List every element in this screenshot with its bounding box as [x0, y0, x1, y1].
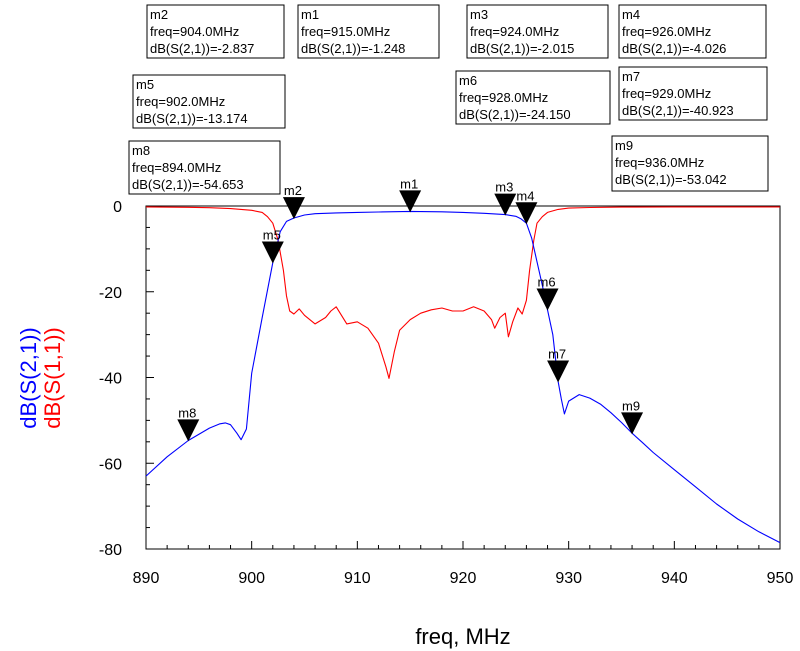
marker-label: m9: [622, 398, 640, 413]
marker-label: m5: [263, 227, 281, 242]
x-tick-label: 890: [133, 570, 160, 587]
readout-id: m5: [136, 77, 154, 92]
marker-triangle[interactable]: [536, 288, 559, 311]
x-tick-label: 910: [344, 570, 371, 587]
readout-value-text: dB(S(2,1))=-53.042: [615, 172, 727, 187]
marker-readout-m9: m9 freq=936.0MHz dB(S(2,1))=-53.042: [611, 135, 769, 192]
y-axis-title-s11: dB(S(1,1)): [40, 327, 65, 428]
readout-border: [618, 66, 768, 121]
readout-id: m7: [622, 69, 640, 84]
readout-border: [618, 4, 767, 59]
marker-label: m1: [400, 176, 418, 191]
y-axis-title-s21: dB(S(2,1)): [16, 327, 41, 428]
y-tick-label: -80: [99, 542, 122, 559]
readout-value-text: dB(S(2,1))=-4.026: [622, 41, 726, 56]
readout-value-text: dB(S(2,1))=-13.174: [136, 111, 248, 126]
series-lines: [145, 206, 781, 544]
readout-border: [128, 140, 281, 195]
marker-readout-m4: m4 freq=926.0MHz dB(S(2,1))=-4.026: [618, 4, 767, 59]
marker-readout-m5: m5 freq=902.0MHz dB(S(2,1))=-13.174: [132, 74, 286, 129]
x-tick-label: 940: [661, 570, 688, 587]
x-tick-label: 930: [555, 570, 582, 587]
readout-freq-text: freq=915.0MHz: [301, 24, 390, 39]
marker-triangle[interactable]: [261, 241, 284, 264]
readout-border: [146, 4, 285, 59]
readout-freq-text: freq=902.0MHz: [136, 94, 225, 109]
marker-label: m6: [538, 275, 556, 290]
readout-value-text: dB(S(2,1))=-2.015: [470, 41, 574, 56]
marker-readout-boxes: m1 freq=915.0MHz dB(S(2,1))=-1.248 m2 freq=9…: [128, 4, 769, 195]
plot-frame: [145, 205, 781, 550]
readout-value-text: dB(S(2,1))=-2.837: [150, 41, 254, 56]
readout-freq-text: freq=929.0MHz: [622, 86, 711, 101]
marker-label: m7: [548, 346, 566, 361]
readout-border: [455, 70, 611, 125]
marker-readout-m7: m7 freq=929.0MHz dB(S(2,1))=-40.923: [618, 66, 768, 121]
marker-triangle[interactable]: [621, 412, 644, 435]
readout-border: [611, 135, 769, 192]
marker-triangle[interactable]: [282, 197, 305, 220]
y-tick-label: -40: [99, 371, 122, 388]
x-axis-title: freq, MHz: [415, 624, 510, 649]
y-tick-label: -60: [99, 456, 122, 473]
marker-label: m2: [284, 183, 302, 198]
marker-readout-m8: m8 freq=894.0MHz dB(S(2,1))=-54.653: [128, 140, 281, 195]
marker-triangle[interactable]: [547, 360, 570, 383]
marker-readout-m3: m3 freq=924.0MHz dB(S(2,1))=-2.015: [466, 4, 609, 59]
marker-triangle[interactable]: [515, 202, 538, 225]
readout-id: m8: [132, 143, 150, 158]
x-tick-label: 900: [238, 570, 265, 587]
y-tick-label: 0: [113, 199, 122, 216]
readout-freq-text: freq=894.0MHz: [132, 160, 221, 175]
marker-triangle[interactable]: [399, 190, 422, 213]
readout-freq-text: freq=928.0MHz: [459, 90, 548, 105]
readout-value-text: dB(S(2,1))=-1.248: [301, 41, 405, 56]
axis-ticks: 890 900 910 920 930 940 950 0 -20 -40 -60 -80: [99, 199, 794, 587]
readout-value-text: dB(S(2,1))=-40.923: [622, 103, 734, 118]
readout-border: [466, 4, 609, 59]
series-line-s21: [145, 210, 781, 544]
series-line-s11: [145, 206, 780, 379]
readout-id: m6: [459, 73, 477, 88]
readout-border: [297, 4, 440, 59]
marker-readout-m2: m2 freq=904.0MHz dB(S(2,1))=-2.837: [146, 4, 285, 59]
x-tick-label: 950: [767, 570, 794, 587]
marker-readout-m6: m6 freq=928.0MHz dB(S(2,1))=-24.150: [455, 70, 611, 125]
readout-freq-text: freq=936.0MHz: [615, 155, 704, 170]
readout-id: m2: [150, 7, 168, 22]
y-tick-label: -20: [99, 285, 122, 302]
marker-label: m8: [178, 405, 196, 420]
readout-value-text: dB(S(2,1))=-24.150: [459, 107, 571, 122]
readout-freq-text: freq=924.0MHz: [470, 24, 559, 39]
marker-triangle[interactable]: [494, 193, 517, 216]
x-tick-label: 920: [450, 570, 477, 587]
marker-triangle[interactable]: [177, 419, 200, 442]
readout-id: m4: [622, 7, 640, 22]
readout-border: [132, 74, 286, 129]
marker-readout-m1: m1 freq=915.0MHz dB(S(2,1))=-1.248: [297, 4, 440, 59]
readout-value-text: dB(S(2,1))=-54.653: [132, 177, 244, 192]
readout-id: m9: [615, 138, 633, 153]
readout-id: m3: [470, 7, 488, 22]
readout-id: m1: [301, 7, 319, 22]
marker-label: m3: [495, 180, 513, 195]
marker-label: m4: [516, 188, 534, 203]
readout-freq-text: freq=904.0MHz: [150, 24, 239, 39]
readout-freq-text: freq=926.0MHz: [622, 24, 711, 39]
